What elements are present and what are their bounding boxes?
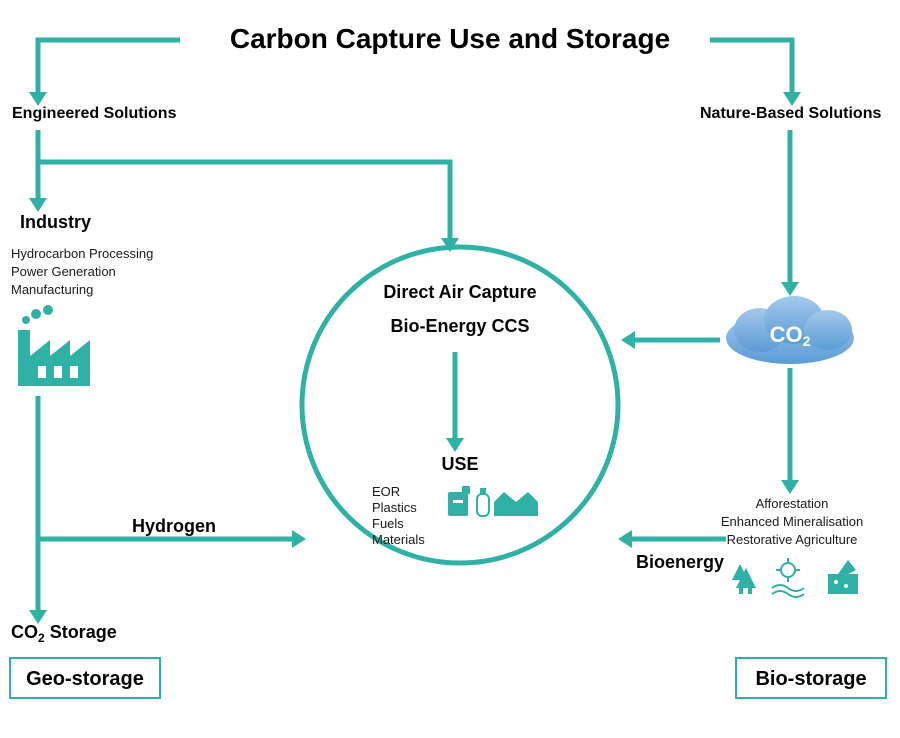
arrow-eng-right xyxy=(38,162,450,238)
arrow-title-right xyxy=(710,40,792,92)
sun-water-icon xyxy=(772,558,804,597)
arrowhead-cloud-down xyxy=(781,480,799,494)
arrowhead-title-right xyxy=(783,92,801,106)
trees-icon xyxy=(732,564,756,594)
arrow-title-left xyxy=(38,40,180,92)
diagram-title: Carbon Capture Use and Storage xyxy=(230,23,670,54)
dac-label: Direct Air Capture xyxy=(383,282,536,302)
hydrogen-label: Hydrogen xyxy=(132,516,216,536)
nbs-item-0: Afforestation xyxy=(756,496,829,511)
beccs-label: Bio-Energy CCS xyxy=(390,316,529,336)
nbs-item-2: Restorative Agriculture xyxy=(727,532,858,547)
use-icons xyxy=(448,486,538,516)
arrowhead-eng-down xyxy=(29,198,47,212)
arrowhead-nbs-down xyxy=(781,282,799,296)
industry-label: Industry xyxy=(20,212,91,232)
use-item-0: EOR xyxy=(372,484,400,499)
engineered-solutions-label: Engineered Solutions xyxy=(12,105,177,122)
nature-based-label: Nature-Based Solutions xyxy=(700,105,881,122)
use-label: USE xyxy=(441,454,478,474)
bio-storage-label: Bio-storage xyxy=(755,668,866,690)
nbs-item-1: Enhanced Mineralisation xyxy=(721,514,863,529)
industry-item-2: Manufacturing xyxy=(11,282,93,297)
co2-cloud-icon: CO2 xyxy=(726,296,854,364)
co2-storage-label: CO2 Storage xyxy=(11,622,117,645)
soil-icon xyxy=(828,560,858,594)
industry-item-1: Power Generation xyxy=(11,264,116,279)
bioenergy-label: Bioenergy xyxy=(636,552,724,572)
factory-icon xyxy=(18,305,90,386)
arrowhead-bioenergy xyxy=(618,530,632,548)
use-item-2: Fuels xyxy=(372,516,404,531)
use-item-3: Materials xyxy=(372,532,425,547)
industry-item-0: Hydrocarbon Processing xyxy=(11,246,153,261)
arrowhead-title-left xyxy=(29,92,47,106)
geo-storage-label: Geo-storage xyxy=(26,668,144,690)
arrowhead-center-use xyxy=(446,438,464,452)
arrowhead-cloud-circle xyxy=(621,331,635,349)
arrowhead-industry-hydrogen xyxy=(292,530,306,548)
use-item-1: Plastics xyxy=(372,500,417,515)
